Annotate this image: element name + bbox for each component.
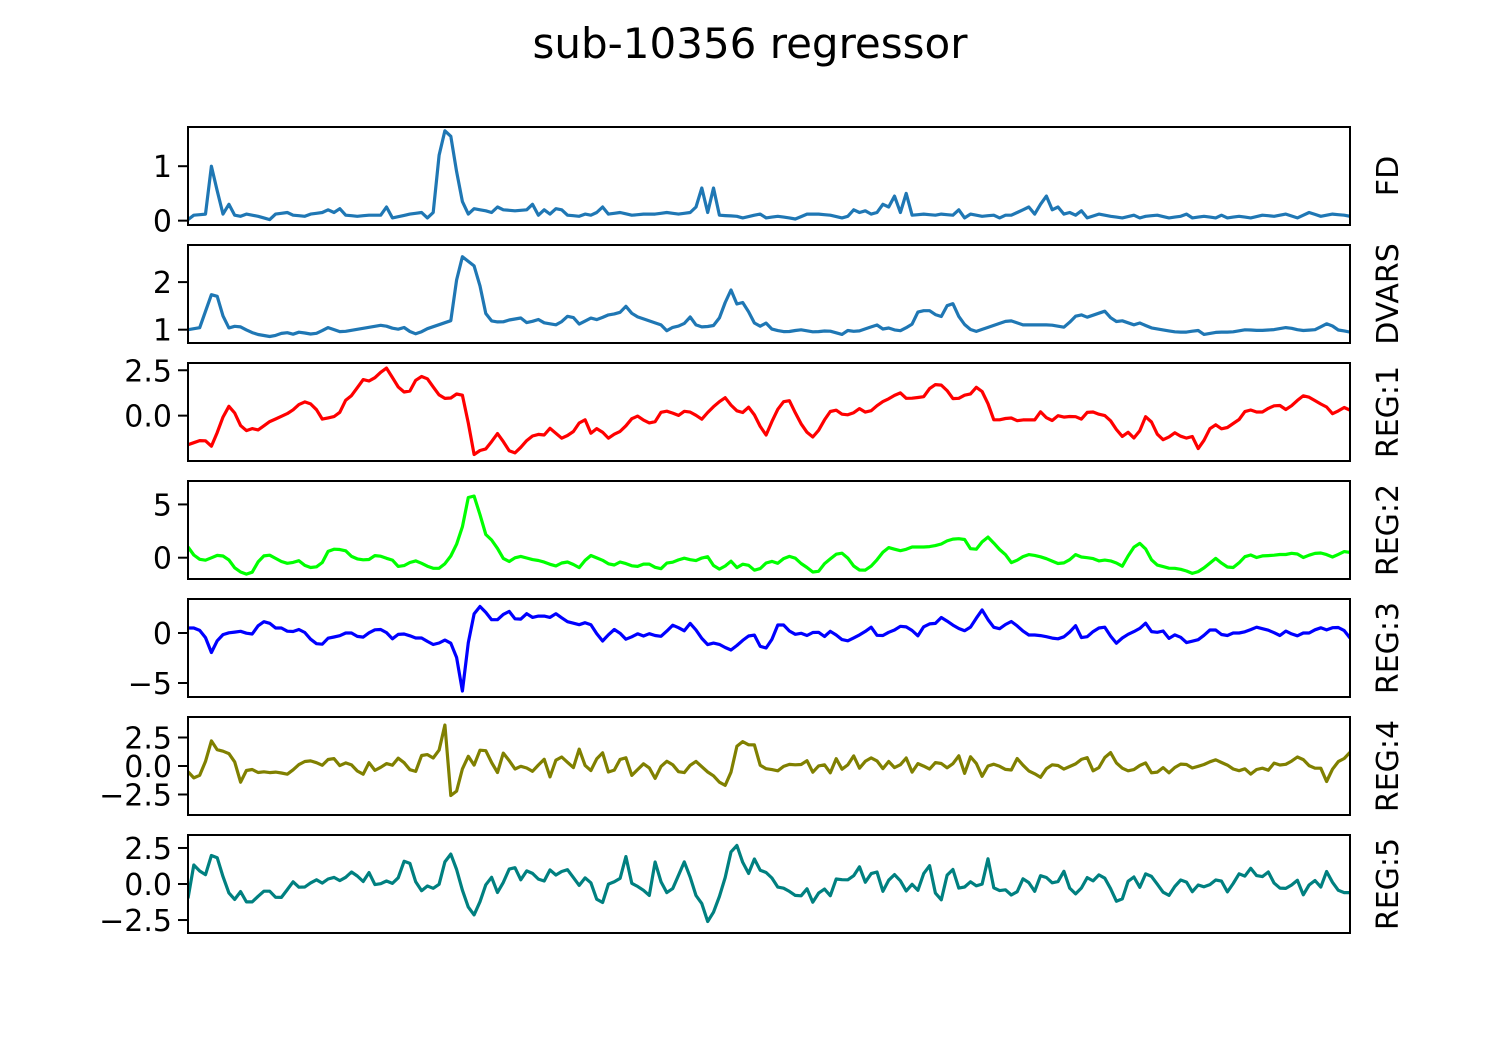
panel-frame xyxy=(187,362,1351,462)
series-line-reg-2 xyxy=(188,494,1350,576)
y-tick-label: −2.5 xyxy=(99,778,172,813)
panel-reg-2: 0 5 REG:2 xyxy=(153,480,1406,580)
y-tick-label: 2 xyxy=(153,266,172,301)
y-tick-label: 1 xyxy=(153,314,172,349)
y-tick-label: 2.5 xyxy=(124,722,172,757)
panel-reg-5: −2.50.02.5 REG:5 xyxy=(99,832,1406,939)
panel-label-reg-2: REG:2 xyxy=(1371,484,1406,576)
y-tick-label: 2.5 xyxy=(124,832,172,867)
y-tick-label: 2.5 xyxy=(124,354,172,389)
panel-label-fd: FD xyxy=(1371,156,1406,196)
panel-reg-4: −2.50.02.5 REG:4 xyxy=(99,716,1406,816)
y-tick-label: 5 xyxy=(153,488,172,523)
series-line-reg-4 xyxy=(188,723,1350,798)
y-tick-label: 0 xyxy=(153,617,172,652)
panel-label-reg-5: REG:5 xyxy=(1371,838,1406,930)
panel-frame xyxy=(187,480,1351,580)
y-tick-label: 0.0 xyxy=(124,400,172,435)
panel-label-reg-1: REG:1 xyxy=(1371,366,1406,458)
panel-label-reg-4: REG:4 xyxy=(1371,720,1406,812)
series-line-reg-1 xyxy=(188,366,1350,457)
panel-reg-1: 0.0 2.5 REG:1 xyxy=(124,354,1406,462)
series-line-dvars xyxy=(188,255,1350,339)
series-line-fd xyxy=(188,129,1350,222)
y-tick-label: 0 xyxy=(153,205,172,240)
y-tick-label: 0 xyxy=(153,542,172,577)
y-tick-label: −5 xyxy=(128,667,172,702)
y-tick-label: 0.0 xyxy=(124,868,172,903)
series-line-reg-3 xyxy=(188,604,1350,693)
panel-label-dvars: DVARS xyxy=(1371,243,1406,345)
y-tick-label: −2.5 xyxy=(99,904,172,939)
y-tick-label: 1 xyxy=(153,150,172,185)
chart-title: sub-10356 regressor xyxy=(532,19,968,68)
series-line-reg-5 xyxy=(188,843,1350,924)
y-tick-label: 0.0 xyxy=(124,750,172,785)
panel-dvars: 1 2 DVARS xyxy=(153,243,1406,348)
panel-fd: 0 1 FD xyxy=(153,126,1406,240)
panel-label-reg-3: REG:3 xyxy=(1371,602,1406,694)
panel-reg-3: −5 0 REG:3 xyxy=(128,598,1406,702)
panel-frame xyxy=(187,126,1351,226)
panel-frame xyxy=(187,598,1351,698)
panel-frame xyxy=(187,244,1351,344)
